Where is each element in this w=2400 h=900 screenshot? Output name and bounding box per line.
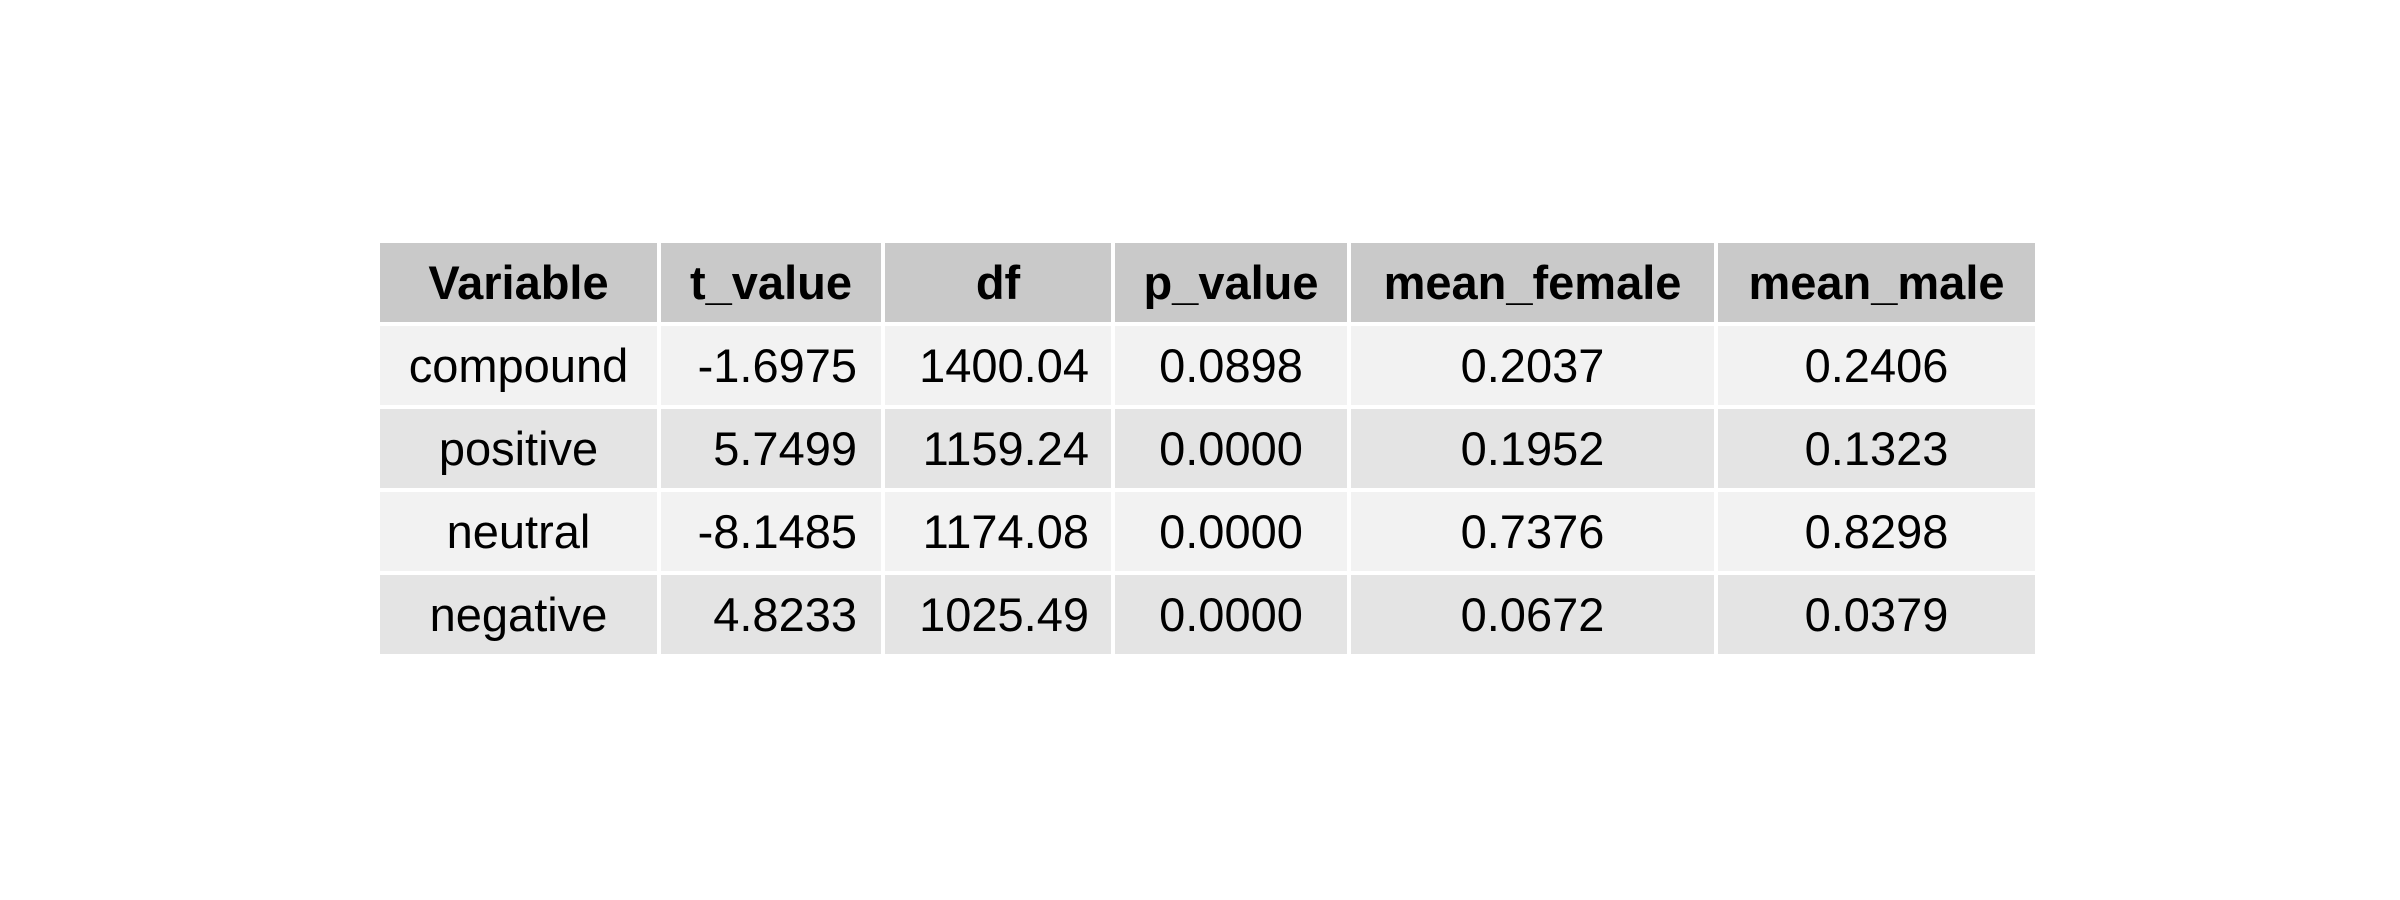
table-header-row: Variable t_value df p_value mean_female … — [380, 243, 2035, 322]
cell-p-value: 0.0000 — [1115, 575, 1347, 654]
cell-mean-female: 0.7376 — [1351, 492, 1714, 571]
cell-p-value: 0.0000 — [1115, 492, 1347, 571]
header-p-value: p_value — [1115, 243, 1347, 322]
cell-df: 1174.08 — [885, 492, 1111, 571]
cell-variable: neutral — [380, 492, 657, 571]
cell-t-value: -8.1485 — [661, 492, 881, 571]
cell-mean-male: 0.8298 — [1718, 492, 2035, 571]
header-t-value: t_value — [661, 243, 881, 322]
cell-mean-male: 0.0379 — [1718, 575, 2035, 654]
cell-df: 1400.04 — [885, 326, 1111, 405]
cell-variable: compound — [380, 326, 657, 405]
table-row: compound -1.6975 1400.04 0.0898 0.2037 0… — [380, 326, 2035, 405]
header-df: df — [885, 243, 1111, 322]
table-row: neutral -8.1485 1174.08 0.0000 0.7376 0.… — [380, 492, 2035, 571]
cell-t-value: -1.6975 — [661, 326, 881, 405]
cell-df: 1025.49 — [885, 575, 1111, 654]
cell-p-value: 0.0000 — [1115, 409, 1347, 488]
cell-mean-female: 0.1952 — [1351, 409, 1714, 488]
cell-variable: negative — [380, 575, 657, 654]
header-mean-male: mean_male — [1718, 243, 2035, 322]
cell-t-value: 4.8233 — [661, 575, 881, 654]
cell-mean-male: 0.1323 — [1718, 409, 2035, 488]
t-test-results-table: Variable t_value df p_value mean_female … — [376, 239, 2039, 658]
cell-p-value: 0.0898 — [1115, 326, 1347, 405]
cell-mean-female: 0.0672 — [1351, 575, 1714, 654]
table-row: positive 5.7499 1159.24 0.0000 0.1952 0.… — [380, 409, 2035, 488]
cell-mean-male: 0.2406 — [1718, 326, 2035, 405]
cell-t-value: 5.7499 — [661, 409, 881, 488]
header-variable: Variable — [380, 243, 657, 322]
cell-df: 1159.24 — [885, 409, 1111, 488]
header-mean-female: mean_female — [1351, 243, 1714, 322]
cell-mean-female: 0.2037 — [1351, 326, 1714, 405]
table-row: negative 4.8233 1025.49 0.0000 0.0672 0.… — [380, 575, 2035, 654]
cell-variable: positive — [380, 409, 657, 488]
